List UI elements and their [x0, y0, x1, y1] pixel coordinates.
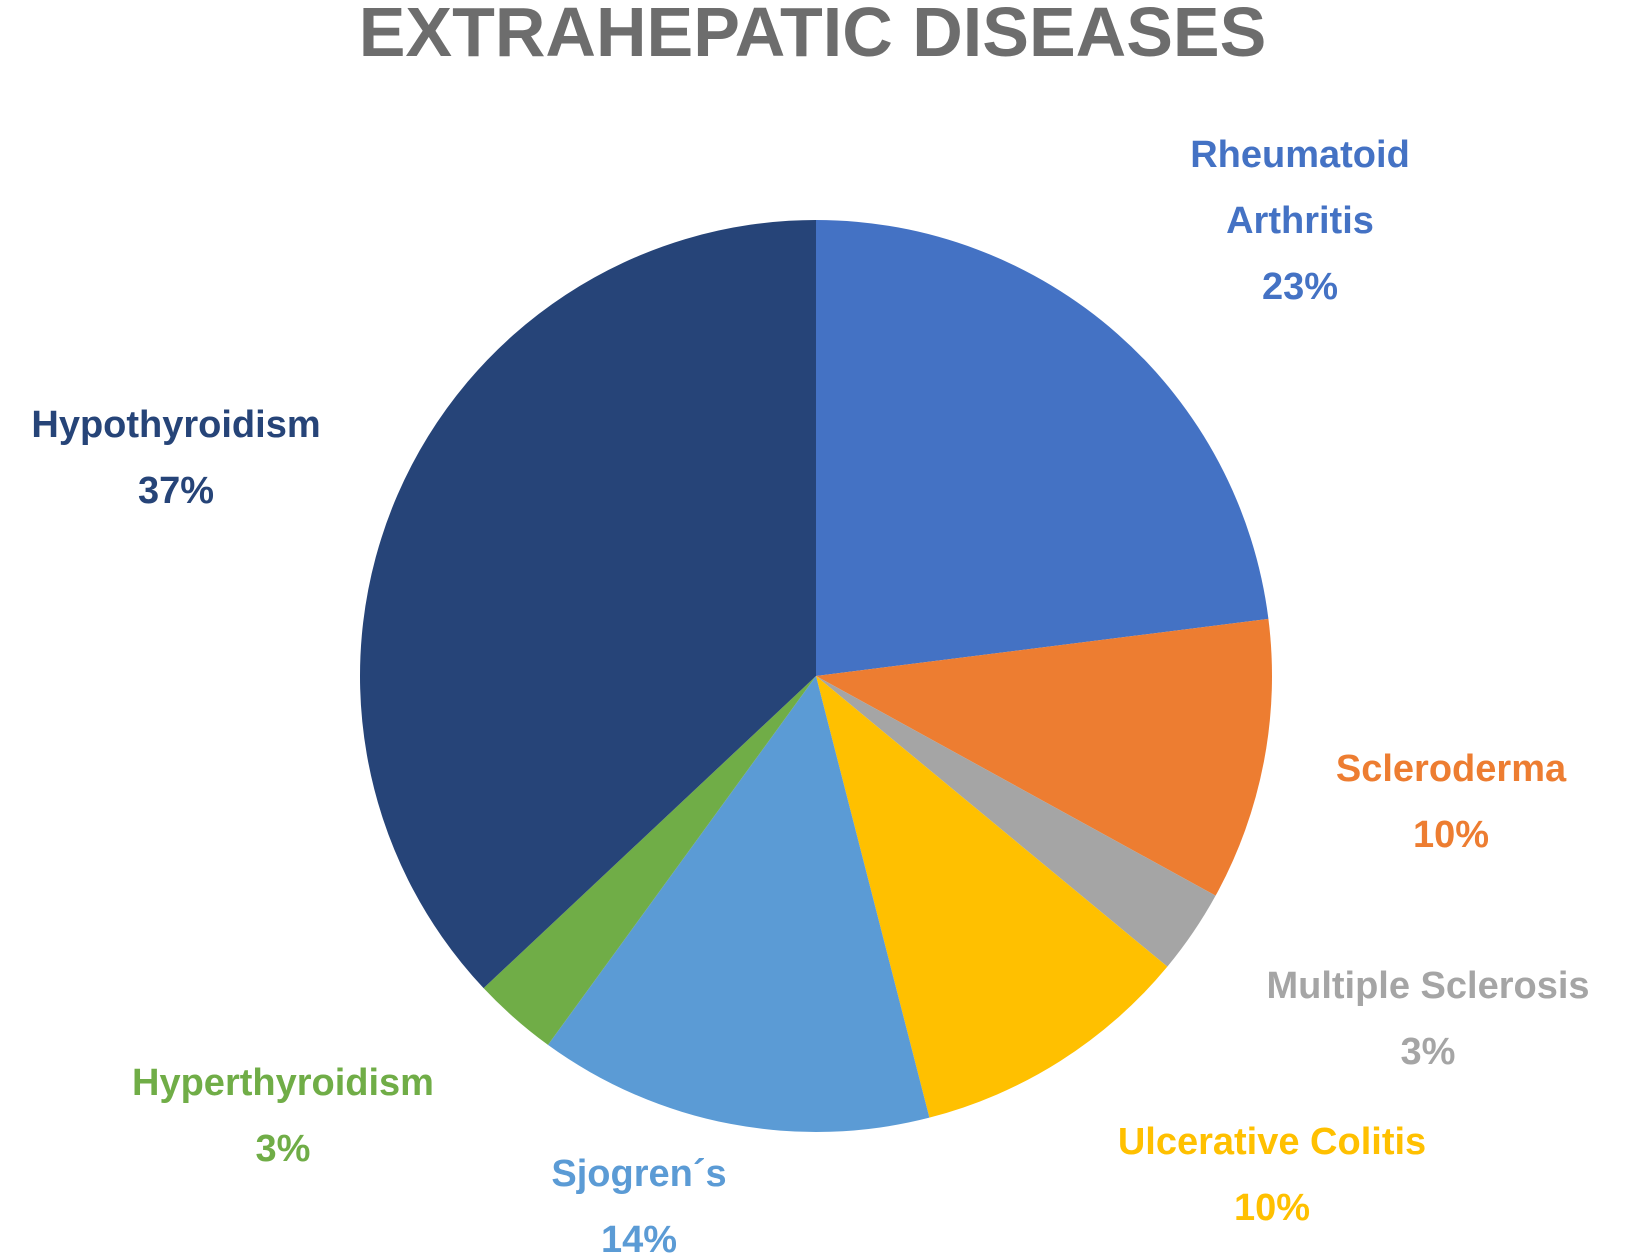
value-label: 3% — [255, 1128, 311, 1170]
category-label: Multiple Sclerosis — [1266, 965, 1590, 1007]
pie-slice — [816, 676, 1216, 967]
value-label: 14% — [600, 1219, 678, 1254]
pie-slice — [359, 220, 816, 989]
pie-slice — [816, 618, 1272, 896]
chart-title: EXTRAHEPATIC DISEASES — [358, 0, 1267, 71]
category-label: Sjogren´s — [551, 1153, 727, 1195]
value-label: 23% — [1261, 266, 1339, 308]
pie-slice — [816, 676, 1168, 1118]
data-label: Hyperthyroidism 3% — [132, 1050, 434, 1182]
data-label: Scleroderma 10% — [1336, 736, 1566, 868]
category-label: Ulcerative Colitis — [1117, 1121, 1427, 1163]
value-label: 3% — [1400, 1031, 1456, 1073]
category-label: Scleroderma — [1335, 748, 1567, 790]
data-label: Multiple Sclerosis 3% — [1266, 953, 1589, 1085]
data-label: Hypothyroidism 37% — [31, 392, 320, 524]
data-label: Sjogren´s 14% — [551, 1141, 726, 1254]
value-label: 10% — [1412, 814, 1490, 856]
value-label: 10% — [1233, 1187, 1311, 1229]
category-label: Hyperthyroidism — [132, 1062, 434, 1104]
value-label: 37% — [137, 470, 215, 512]
pie-slice — [547, 676, 930, 1132]
pie-slice — [483, 676, 816, 1045]
pie-slice — [816, 220, 1269, 676]
category-label: Hypothyroidism — [31, 404, 321, 446]
data-label: Ulcerative Colitis 10% — [1118, 1109, 1426, 1241]
category-label: Rheumatoid Arthritis — [1190, 134, 1410, 242]
data-label: Rheumatoid Arthritis 23% — [1165, 122, 1435, 320]
